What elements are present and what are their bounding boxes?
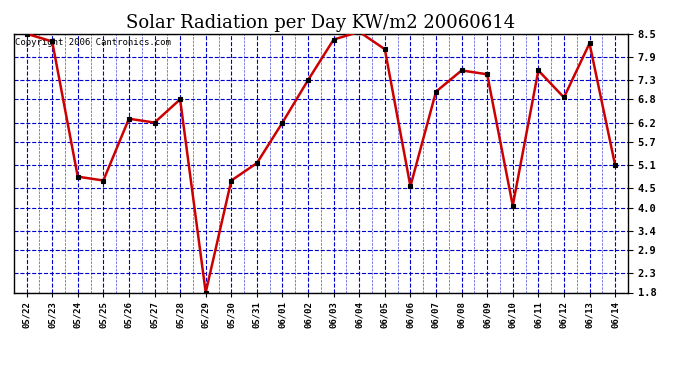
Title: Solar Radiation per Day KW/m2 20060614: Solar Radiation per Day KW/m2 20060614 (126, 14, 515, 32)
Text: Copyright 2006 Cantronics.com: Copyright 2006 Cantronics.com (15, 38, 171, 46)
